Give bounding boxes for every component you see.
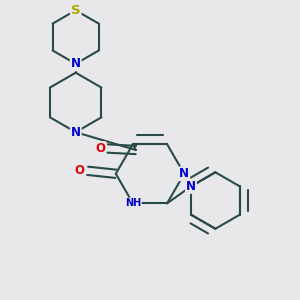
Text: N: N — [186, 180, 196, 193]
Text: S: S — [71, 4, 80, 17]
Text: N: N — [179, 167, 189, 180]
Text: O: O — [75, 164, 85, 177]
Text: N: N — [71, 126, 81, 139]
Text: O: O — [95, 142, 105, 155]
Text: NH: NH — [125, 198, 141, 208]
Text: N: N — [71, 57, 81, 70]
